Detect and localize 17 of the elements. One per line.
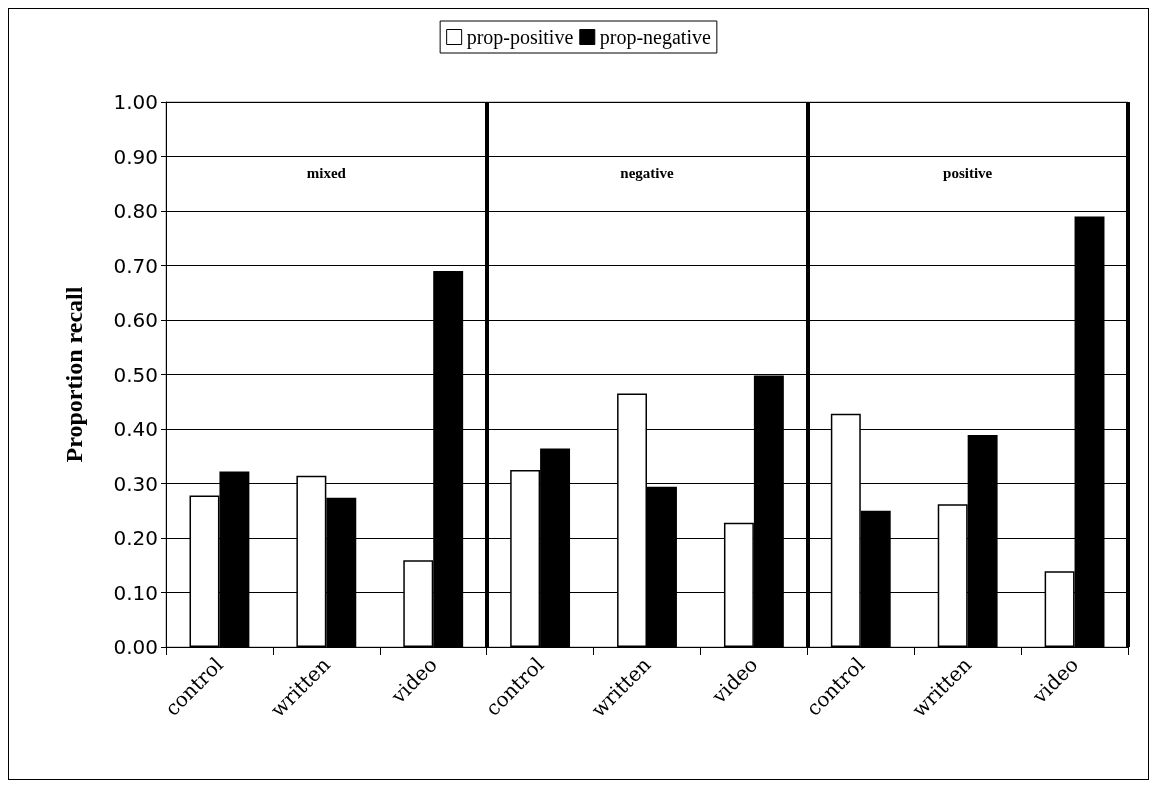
y-tick-label: 0.40: [113, 417, 158, 441]
annotation: negative: [620, 164, 674, 181]
y-tick-label: 0.50: [113, 362, 158, 387]
y-axis-title: Proportion recall: [61, 286, 87, 463]
y-tick-label: 0.20: [113, 526, 158, 550]
y-tick-label: 0.60: [113, 308, 158, 332]
legend-label: prop-positive: [466, 26, 574, 49]
legend-label: prop-negative: [599, 26, 711, 49]
y-tick-label: 0.70: [113, 253, 158, 278]
y-tick-label: 0.80: [113, 199, 158, 223]
y-tick-label: 0.30: [113, 471, 158, 496]
y-tick-label: 0.90: [113, 144, 158, 169]
y-tick-label: 1.00: [113, 90, 158, 114]
y-tick-label: 0.00: [113, 635, 158, 659]
y-tick-label: 0.10: [113, 580, 158, 605]
annotation: mixed: [306, 164, 347, 181]
annotation: positive: [943, 164, 993, 181]
